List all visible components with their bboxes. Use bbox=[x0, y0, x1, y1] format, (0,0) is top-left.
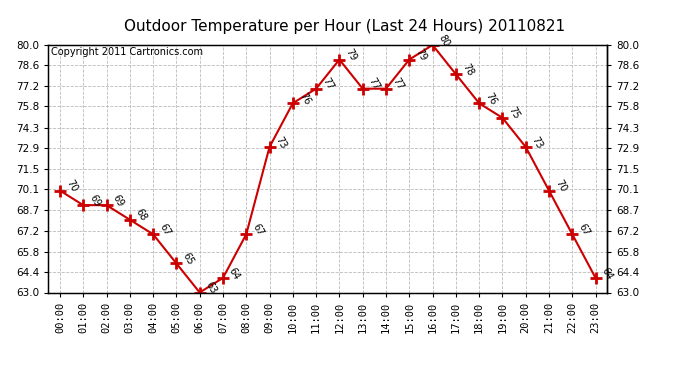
Text: 73: 73 bbox=[530, 135, 544, 150]
Text: 69: 69 bbox=[110, 193, 126, 208]
Text: 67: 67 bbox=[576, 222, 591, 238]
Text: 69: 69 bbox=[88, 193, 102, 208]
Text: 63: 63 bbox=[204, 280, 219, 296]
Text: 75: 75 bbox=[506, 105, 522, 121]
Text: Copyright 2011 Cartronics.com: Copyright 2011 Cartronics.com bbox=[51, 48, 203, 57]
Text: 77: 77 bbox=[320, 76, 335, 92]
Text: 73: 73 bbox=[274, 135, 288, 150]
Text: 64: 64 bbox=[227, 266, 242, 281]
Text: 70: 70 bbox=[553, 178, 568, 194]
Text: 76: 76 bbox=[483, 91, 498, 106]
Text: 70: 70 bbox=[64, 178, 79, 194]
Text: Outdoor Temperature per Hour (Last 24 Hours) 20110821: Outdoor Temperature per Hour (Last 24 Ho… bbox=[124, 19, 566, 34]
Text: 65: 65 bbox=[181, 251, 195, 267]
Text: 77: 77 bbox=[367, 76, 382, 92]
Text: 79: 79 bbox=[344, 47, 358, 63]
Text: 80: 80 bbox=[437, 33, 451, 48]
Text: 77: 77 bbox=[390, 76, 405, 92]
Text: 79: 79 bbox=[413, 47, 428, 63]
Text: 67: 67 bbox=[250, 222, 265, 238]
Text: 78: 78 bbox=[460, 62, 475, 78]
Text: 68: 68 bbox=[134, 207, 149, 223]
Text: 76: 76 bbox=[297, 91, 312, 106]
Text: 64: 64 bbox=[600, 266, 615, 281]
Text: 67: 67 bbox=[157, 222, 172, 238]
